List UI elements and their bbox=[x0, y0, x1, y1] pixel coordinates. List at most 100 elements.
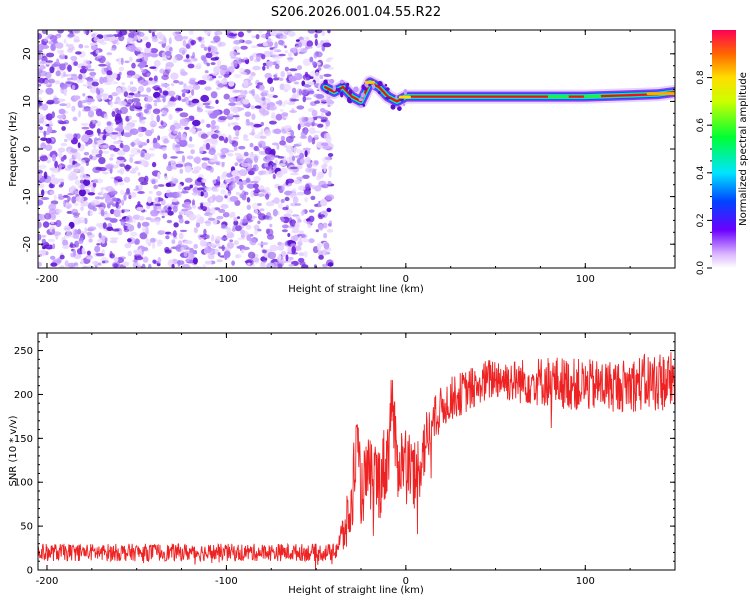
heatmap-noise-cell bbox=[303, 250, 308, 258]
heatmap-noise-cell bbox=[157, 135, 161, 141]
heatmap-noise-cell bbox=[169, 97, 177, 102]
heatmap-noise-cell bbox=[278, 53, 286, 57]
heatmap-noise-cell bbox=[157, 256, 162, 264]
heatmap-noise-cell bbox=[315, 229, 319, 233]
heatmap-noise-cell bbox=[232, 89, 242, 93]
heatmap-noise-cell bbox=[75, 169, 81, 173]
heatmap-noise-cell bbox=[141, 69, 147, 74]
heatmap-noise-cell bbox=[132, 30, 139, 36]
heatmap-noise-cell bbox=[151, 31, 155, 37]
heatmap-noise-cell bbox=[211, 133, 219, 139]
heatmap-noise-cell bbox=[50, 200, 59, 205]
heatmap-noise-cell bbox=[256, 54, 261, 62]
heatmap-noise-cell bbox=[109, 250, 113, 258]
heatmap-noise-cell bbox=[101, 260, 106, 264]
heatmap-noise-cell bbox=[302, 95, 307, 103]
heatmap-noise-cell bbox=[293, 234, 299, 242]
heatmap-noise-cell bbox=[287, 59, 293, 63]
heatmap-noise-cell bbox=[70, 148, 78, 153]
heatmap-noise-cell bbox=[139, 79, 145, 85]
snr-series-SNR bbox=[38, 350, 675, 570]
heatmap-noise-cell bbox=[106, 77, 114, 83]
heatmap-noise-cell bbox=[95, 253, 105, 257]
heatmap-noise-cell bbox=[243, 57, 249, 61]
heatmap-trace-speck bbox=[377, 81, 383, 87]
heatmap-noise-cell bbox=[63, 38, 67, 44]
heatmap-noise-cell bbox=[196, 107, 203, 113]
heatmap-noise-cell bbox=[96, 93, 102, 101]
heatmap-noise-cell bbox=[185, 100, 189, 106]
heatmap-noise-cell bbox=[305, 218, 310, 222]
heatmap-noise-cell bbox=[149, 218, 157, 223]
heatmap-noise-cell bbox=[295, 39, 300, 42]
heatmap-noise-cell bbox=[289, 135, 296, 139]
heatmap-noise-cell bbox=[126, 44, 133, 51]
heatmap-noise-cell bbox=[240, 229, 245, 235]
heatmap-noise-cell bbox=[218, 41, 226, 47]
heatmap-noise-cell bbox=[73, 262, 79, 266]
heatmap-noise-cell bbox=[308, 238, 315, 244]
heatmap-noise-cell bbox=[126, 40, 130, 46]
heatmap-noise-cell bbox=[255, 165, 259, 171]
heatmap-noise-cell bbox=[218, 135, 225, 141]
heatmap-noise-cell bbox=[291, 230, 299, 234]
heatmap-noise-cell bbox=[139, 248, 142, 255]
heatmap-noise-cell bbox=[109, 190, 118, 196]
heatmap-noise-cell bbox=[104, 197, 112, 204]
heatmap-noise-cell bbox=[251, 113, 256, 120]
heatmap-noise-cell bbox=[122, 144, 130, 152]
heatmap-noise-cell bbox=[106, 52, 113, 56]
heatmap-noise-cell bbox=[38, 77, 45, 84]
heatmap-noise-cell bbox=[138, 85, 145, 93]
heatmap-noise-cell bbox=[71, 84, 76, 91]
heatmap-noise-cell bbox=[171, 264, 175, 268]
heatmap-noise-cell bbox=[123, 132, 132, 138]
heatmap-noise-cell bbox=[152, 259, 157, 264]
heatmap-noise-cell bbox=[266, 103, 270, 111]
heatmap-noise-cell bbox=[246, 234, 252, 241]
heatmap-noise-cell bbox=[100, 189, 104, 195]
snr-ytick-label: 50 bbox=[20, 522, 33, 533]
heatmap-noise-cell bbox=[137, 36, 141, 42]
heatmap-noise-cell bbox=[298, 257, 305, 263]
heatmap-noise-cell bbox=[176, 191, 182, 198]
heatmap-noise-cell bbox=[128, 92, 135, 96]
heatmap-noise-cell bbox=[73, 30, 81, 34]
heatmap-noise-cell bbox=[274, 159, 279, 165]
heatmap-noise-cell bbox=[251, 128, 255, 136]
heatmap-noise-cell bbox=[110, 47, 117, 51]
heatmap-noise-cell bbox=[64, 55, 68, 60]
heatmap-noise-cell bbox=[145, 129, 153, 137]
heatmap-noise-cell bbox=[209, 159, 217, 163]
heatmap-noise-cell bbox=[201, 178, 207, 183]
heatmap-noise-cell bbox=[175, 163, 184, 168]
snr-ytick-label: 0 bbox=[27, 566, 33, 577]
heatmap-noise-cell bbox=[76, 219, 86, 224]
heatmap-noise-cell bbox=[62, 194, 69, 198]
heatmap-noise-cell bbox=[314, 33, 318, 39]
heatmap-noise-cell bbox=[314, 38, 318, 47]
heatmap-noise-cell bbox=[291, 246, 297, 254]
heatmap-noise-cell bbox=[71, 105, 76, 112]
heatmap-noise-cell bbox=[263, 50, 272, 58]
heatmap-noise-cell bbox=[90, 199, 99, 206]
heatmap-noise-cell bbox=[109, 100, 114, 108]
heatmap-noise-cell bbox=[290, 202, 298, 207]
heatmap-noise-cell bbox=[88, 238, 93, 243]
heatmap-noise-cell bbox=[57, 98, 66, 102]
heatmap-noise-cell bbox=[314, 100, 320, 104]
heatmap-noise-cell bbox=[304, 197, 308, 203]
heatmap-noise-cell bbox=[282, 224, 289, 229]
heatmap-noise-cell bbox=[42, 221, 50, 228]
heatmap-noise-cell bbox=[259, 208, 265, 212]
heatmap-noise-cell bbox=[72, 227, 75, 235]
heatmap-noise-cell bbox=[166, 86, 171, 91]
heatmap-noise-cell bbox=[204, 221, 212, 224]
heatmap-noise-cell bbox=[180, 246, 185, 253]
heatmap-noise-cell bbox=[121, 199, 125, 206]
heatmap-noise-cell bbox=[255, 34, 260, 40]
heatmap-noise-cell bbox=[293, 81, 299, 85]
heatmap-noise-cell bbox=[68, 43, 74, 51]
heatmap-noise-cell bbox=[314, 160, 319, 165]
heatmap-noise-cell bbox=[261, 96, 266, 101]
